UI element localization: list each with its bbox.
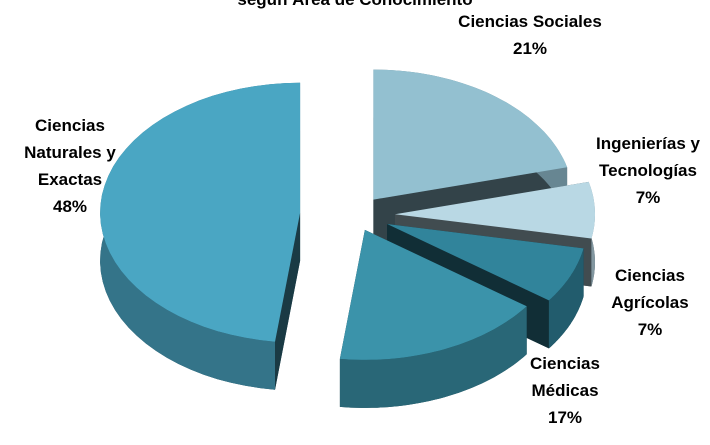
value-label: 21%: [512, 39, 548, 58]
chart-title: según Área de Conocimiento: [0, 0, 710, 10]
slice: [339, 229, 527, 360]
value-label: 48%: [52, 197, 88, 216]
slice-label: Ciencias Médicas 17%: [500, 350, 630, 431]
slice: [100, 82, 301, 342]
slice-label: Ciencias Sociales 21%: [455, 8, 605, 62]
slice: [373, 69, 568, 200]
value-label: 7%: [637, 320, 663, 339]
category-name: Ciencias Médicas: [530, 354, 600, 400]
slice-label: Ciencias Naturales y Exactas 48%: [0, 112, 140, 220]
slice-wall: [275, 212, 301, 390]
category-name: Ciencias Agrícolas: [611, 266, 689, 312]
slice: [395, 181, 595, 239]
slice: [387, 224, 584, 301]
category-name: Ciencias Sociales: [458, 12, 602, 31]
category-name: Ingenierías y Tecnologías: [596, 134, 700, 180]
slice-rim: [548, 248, 584, 349]
slice-label: Ingenierías y Tecnologías 7%: [583, 130, 710, 211]
slice-label: Ciencias Agrícolas 7%: [585, 262, 710, 343]
value-label: 7%: [635, 188, 661, 207]
value-label: 17%: [547, 408, 583, 427]
slice-rim: [339, 306, 527, 408]
category-name: Ciencias Naturales y Exactas: [24, 116, 116, 189]
